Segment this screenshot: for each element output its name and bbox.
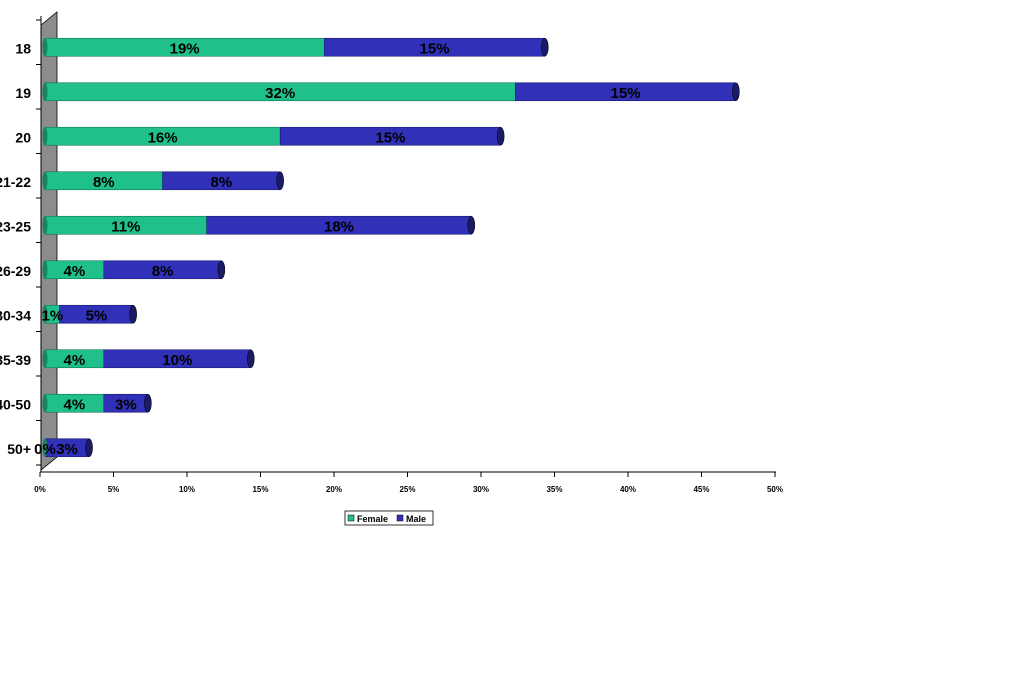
legend-label-female: Female xyxy=(357,514,388,524)
bar-end-cap-23-25 xyxy=(467,216,476,235)
data-label-female-18: 19% xyxy=(170,40,200,57)
x-tick-label-35%: 35% xyxy=(546,485,562,494)
data-label-female-26-29: 4% xyxy=(64,263,86,280)
y-tick-label-20: 20 xyxy=(15,129,31,145)
legend-label-male: Male xyxy=(406,514,426,524)
data-label-male-35-39: 10% xyxy=(162,352,192,369)
x-tick-label-30%: 30% xyxy=(473,485,489,494)
data-label-female-30-34: 1% xyxy=(42,307,64,324)
legend-swatch-female xyxy=(347,514,355,522)
y-tick-label-18: 18 xyxy=(15,40,31,56)
data-label-female-40-50: 4% xyxy=(64,396,86,413)
x-tick-label-50%: 50% xyxy=(767,485,783,494)
y-tick-label-30-34: 30-34 xyxy=(0,307,31,323)
x-tick-label-25%: 25% xyxy=(399,485,415,494)
y-tick-label-50+: 50+ xyxy=(7,441,31,457)
x-tick-label-5%: 5% xyxy=(108,485,120,494)
data-label-male-18: 15% xyxy=(420,40,450,57)
bar-end-cap-30-34 xyxy=(129,305,137,324)
data-label-female-35-39: 4% xyxy=(64,352,86,369)
bar-start-cap-23-25 xyxy=(42,216,48,235)
data-label-male-30-34: 5% xyxy=(86,307,108,324)
y-tick-label-35-39: 35-39 xyxy=(0,352,31,368)
legend-box xyxy=(344,510,434,526)
bar-end-cap-19 xyxy=(732,82,740,101)
bar-start-cap-40-50 xyxy=(42,394,48,413)
data-label-male-19: 15% xyxy=(611,85,641,102)
y-tick-label-40-50: 40-50 xyxy=(0,396,31,412)
data-label-male-50+: 3% xyxy=(56,441,78,458)
x-tick-label-45%: 45% xyxy=(693,485,709,494)
bar-end-cap-18 xyxy=(541,38,549,57)
bar-end-cap-21-22 xyxy=(276,171,284,190)
bar-start-cap-21-22 xyxy=(42,171,48,190)
data-label-female-23-25: 11% xyxy=(111,218,140,235)
data-label-female-20: 16% xyxy=(148,129,178,146)
bar-start-cap-35-39 xyxy=(42,349,48,368)
y-tick-label-19: 19 xyxy=(15,85,31,101)
data-label-female-21-22: 8% xyxy=(93,174,115,191)
bar-start-cap-50+ xyxy=(42,438,48,457)
bar-end-cap-50+ xyxy=(85,438,93,457)
y-tick-label-23-25: 23-25 xyxy=(0,218,31,234)
legend-swatch-male xyxy=(396,514,404,522)
bar-start-cap-30-34 xyxy=(42,305,48,324)
x-tick-label-15%: 15% xyxy=(252,485,268,494)
y-tick-label-21-22: 21-22 xyxy=(0,174,31,190)
x-tick-label-0%: 0% xyxy=(34,485,46,494)
data-label-male-20: 15% xyxy=(375,129,405,146)
bar-end-cap-35-39 xyxy=(247,349,255,368)
bar-end-cap-26-29 xyxy=(217,260,226,279)
x-tick-label-20%: 20% xyxy=(326,485,342,494)
bar-end-cap-40-50 xyxy=(144,394,152,413)
data-label-male-21-22: 8% xyxy=(211,174,233,191)
data-label-female-50+: 0% xyxy=(34,441,56,458)
bar-start-cap-19 xyxy=(42,82,48,101)
bar-start-cap-20 xyxy=(42,127,48,146)
data-label-male-40-50: 3% xyxy=(115,396,137,413)
bar-start-cap-26-29 xyxy=(42,260,48,279)
bar-end-cap-20 xyxy=(496,127,505,146)
x-tick-label-40%: 40% xyxy=(620,485,636,494)
data-label-male-26-29: 8% xyxy=(152,263,174,280)
data-label-male-23-25: 18% xyxy=(324,218,354,235)
x-tick-label-10%: 10% xyxy=(179,485,195,494)
data-label-female-19: 32% xyxy=(265,85,295,102)
y-tick-label-26-29: 26-29 xyxy=(0,263,31,279)
bar-start-cap-18 xyxy=(42,38,48,57)
